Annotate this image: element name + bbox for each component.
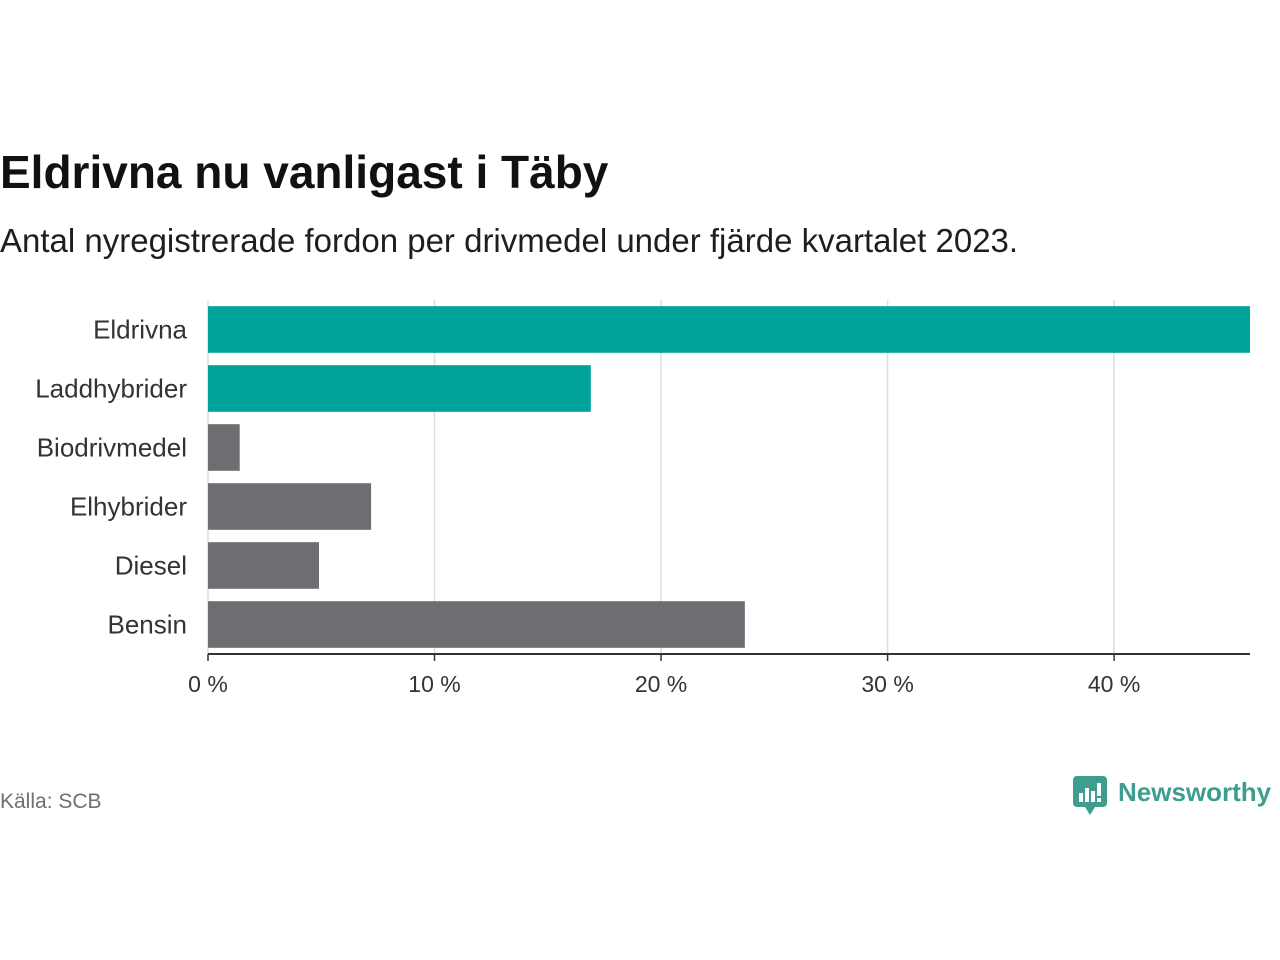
gridlines bbox=[207, 300, 1115, 654]
bar-chart: 0 % 10 % 20 % 30 % 40 % Eldrivna Laddhybrider… bbox=[35, 300, 1250, 697]
bar-diesel bbox=[208, 542, 319, 589]
bar-biodrivmedel bbox=[208, 424, 240, 471]
chart-title: Eldrivna nu vanligast i Täby bbox=[0, 146, 609, 198]
bar-eldrivna bbox=[208, 306, 1250, 353]
bar-bensin bbox=[208, 601, 745, 648]
x-tick-label-0: 0 % bbox=[188, 671, 228, 697]
bar-laddhybrider bbox=[208, 365, 591, 412]
chart-subtitle: Antal nyregistrerade fordon per drivmede… bbox=[0, 222, 1019, 259]
category-label-diesel: Diesel bbox=[115, 551, 187, 581]
source-note: Källa: SCB bbox=[0, 790, 102, 813]
bar-elhybrider bbox=[208, 483, 372, 530]
logo-text: Newsworthy bbox=[1118, 777, 1272, 807]
category-label-bensin: Bensin bbox=[108, 610, 188, 640]
newsworthy-logo[interactable]: Newsworthy bbox=[1073, 776, 1271, 816]
category-label-laddhybrider: Laddhybrider bbox=[35, 374, 187, 404]
category-label-eldrivna: Eldrivna bbox=[93, 315, 187, 345]
x-tick-label-30: 30 % bbox=[861, 671, 913, 697]
chart-bubble-icon bbox=[1073, 776, 1107, 815]
x-tick-label-10: 10 % bbox=[408, 671, 460, 697]
category-label-elhybrider: Elhybrider bbox=[70, 492, 187, 522]
bars bbox=[208, 306, 1250, 648]
x-axis: 0 % 10 % 20 % 30 % 40 % bbox=[188, 653, 1250, 697]
x-tick-label-40: 40 % bbox=[1088, 671, 1140, 697]
x-tick-label-20: 20 % bbox=[635, 671, 687, 697]
category-labels: Eldrivna Laddhybrider Biodrivmedel Elhybrid… bbox=[35, 315, 187, 640]
category-label-biodrivmedel: Biodrivmedel bbox=[37, 433, 187, 463]
